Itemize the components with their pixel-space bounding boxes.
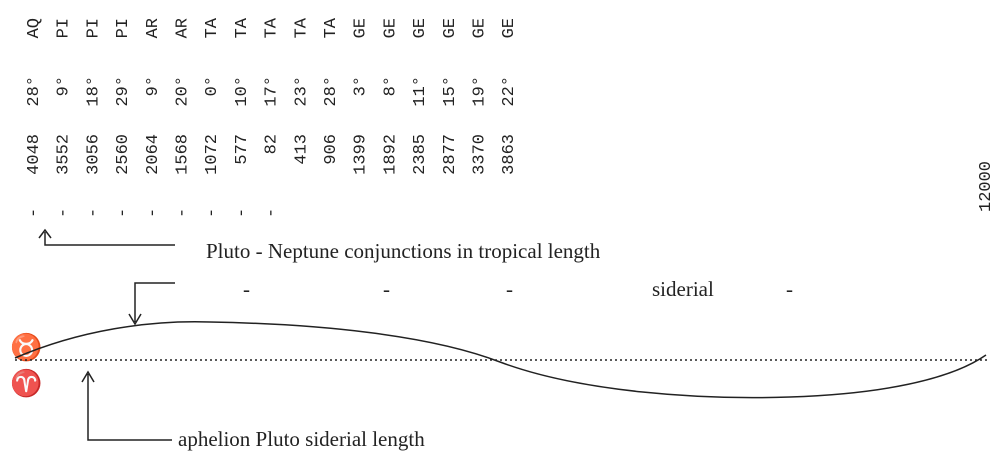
year: 3370 [471, 134, 490, 175]
year: 1399 [352, 134, 371, 175]
minus-sign: - [25, 208, 44, 218]
minus-sign: - [174, 208, 193, 218]
degree: 17° [263, 76, 282, 107]
minus-sign: - [203, 208, 222, 218]
degree: 19° [471, 76, 490, 107]
degree: 23° [292, 76, 311, 107]
degree: 15° [441, 76, 460, 107]
axis-end-label: 12000 [977, 161, 992, 212]
sign: TA [322, 17, 341, 38]
sign: PI [55, 18, 74, 38]
siderial-label: siderial [652, 277, 714, 301]
minus-sign: - [263, 208, 282, 218]
year: 906 [322, 134, 341, 165]
arrow-aphelion [81, 370, 172, 441]
degree: 0° [203, 76, 222, 96]
degree: 22° [500, 76, 519, 107]
degree: 18° [84, 76, 103, 107]
sign: PI [114, 18, 133, 38]
degree: 10° [233, 76, 252, 107]
sign: PI [84, 18, 103, 38]
year: 3863 [500, 134, 519, 175]
sign: GE [411, 18, 430, 38]
arrow-tropical [38, 228, 175, 246]
year: 82 [263, 134, 282, 154]
dash: - [383, 277, 390, 301]
year: 2385 [411, 134, 430, 175]
sign: GE [441, 18, 460, 38]
degree: 3° [352, 76, 371, 96]
minus-sign: - [55, 208, 74, 218]
sign: TA [233, 17, 252, 38]
year: 3056 [84, 134, 103, 175]
degree: 11° [411, 76, 430, 107]
degree: 28° [322, 76, 341, 107]
year: 1892 [381, 134, 400, 175]
sign: GE [381, 18, 400, 38]
dash: - [786, 277, 793, 301]
sign: GE [471, 18, 490, 38]
sign: TA [292, 17, 311, 38]
dash: - [506, 277, 513, 301]
taurus-symbol: ♉ [10, 332, 42, 362]
year: 413 [292, 134, 311, 165]
sign: AQ [25, 18, 44, 38]
sign: GE [500, 18, 519, 38]
minus-sign: - [84, 208, 103, 218]
arrow-siderial [128, 282, 175, 326]
year: 1072 [203, 134, 222, 175]
year: 577 [233, 134, 252, 165]
aries-symbol: ♈ [10, 368, 42, 398]
dash: - [243, 277, 250, 301]
sign: AR [174, 18, 193, 38]
sign: GE [352, 18, 371, 38]
degree: 28° [25, 76, 44, 107]
aphelion-label: aphelion Pluto siderial length [178, 427, 425, 451]
degree: 9° [55, 76, 74, 96]
minus-sign: - [233, 208, 252, 218]
degree: 9° [144, 76, 163, 96]
year: 2877 [441, 134, 460, 175]
degree: 8° [381, 76, 400, 96]
orbit-curve [14, 321, 987, 399]
sign: TA [203, 17, 222, 38]
year: 2064 [144, 134, 163, 175]
year: 3552 [55, 134, 74, 175]
tropical-label: Pluto - Neptune conjunctions in tropical… [206, 239, 601, 263]
year: 1568 [174, 134, 193, 175]
sign: TA [263, 17, 282, 38]
degree: 29° [114, 76, 133, 107]
minus-sign: - [114, 208, 133, 218]
year: 2560 [114, 134, 133, 175]
degree: 20° [174, 76, 193, 107]
sign: AR [144, 18, 163, 38]
minus-sign: - [144, 208, 163, 218]
year: 4048 [25, 134, 44, 175]
